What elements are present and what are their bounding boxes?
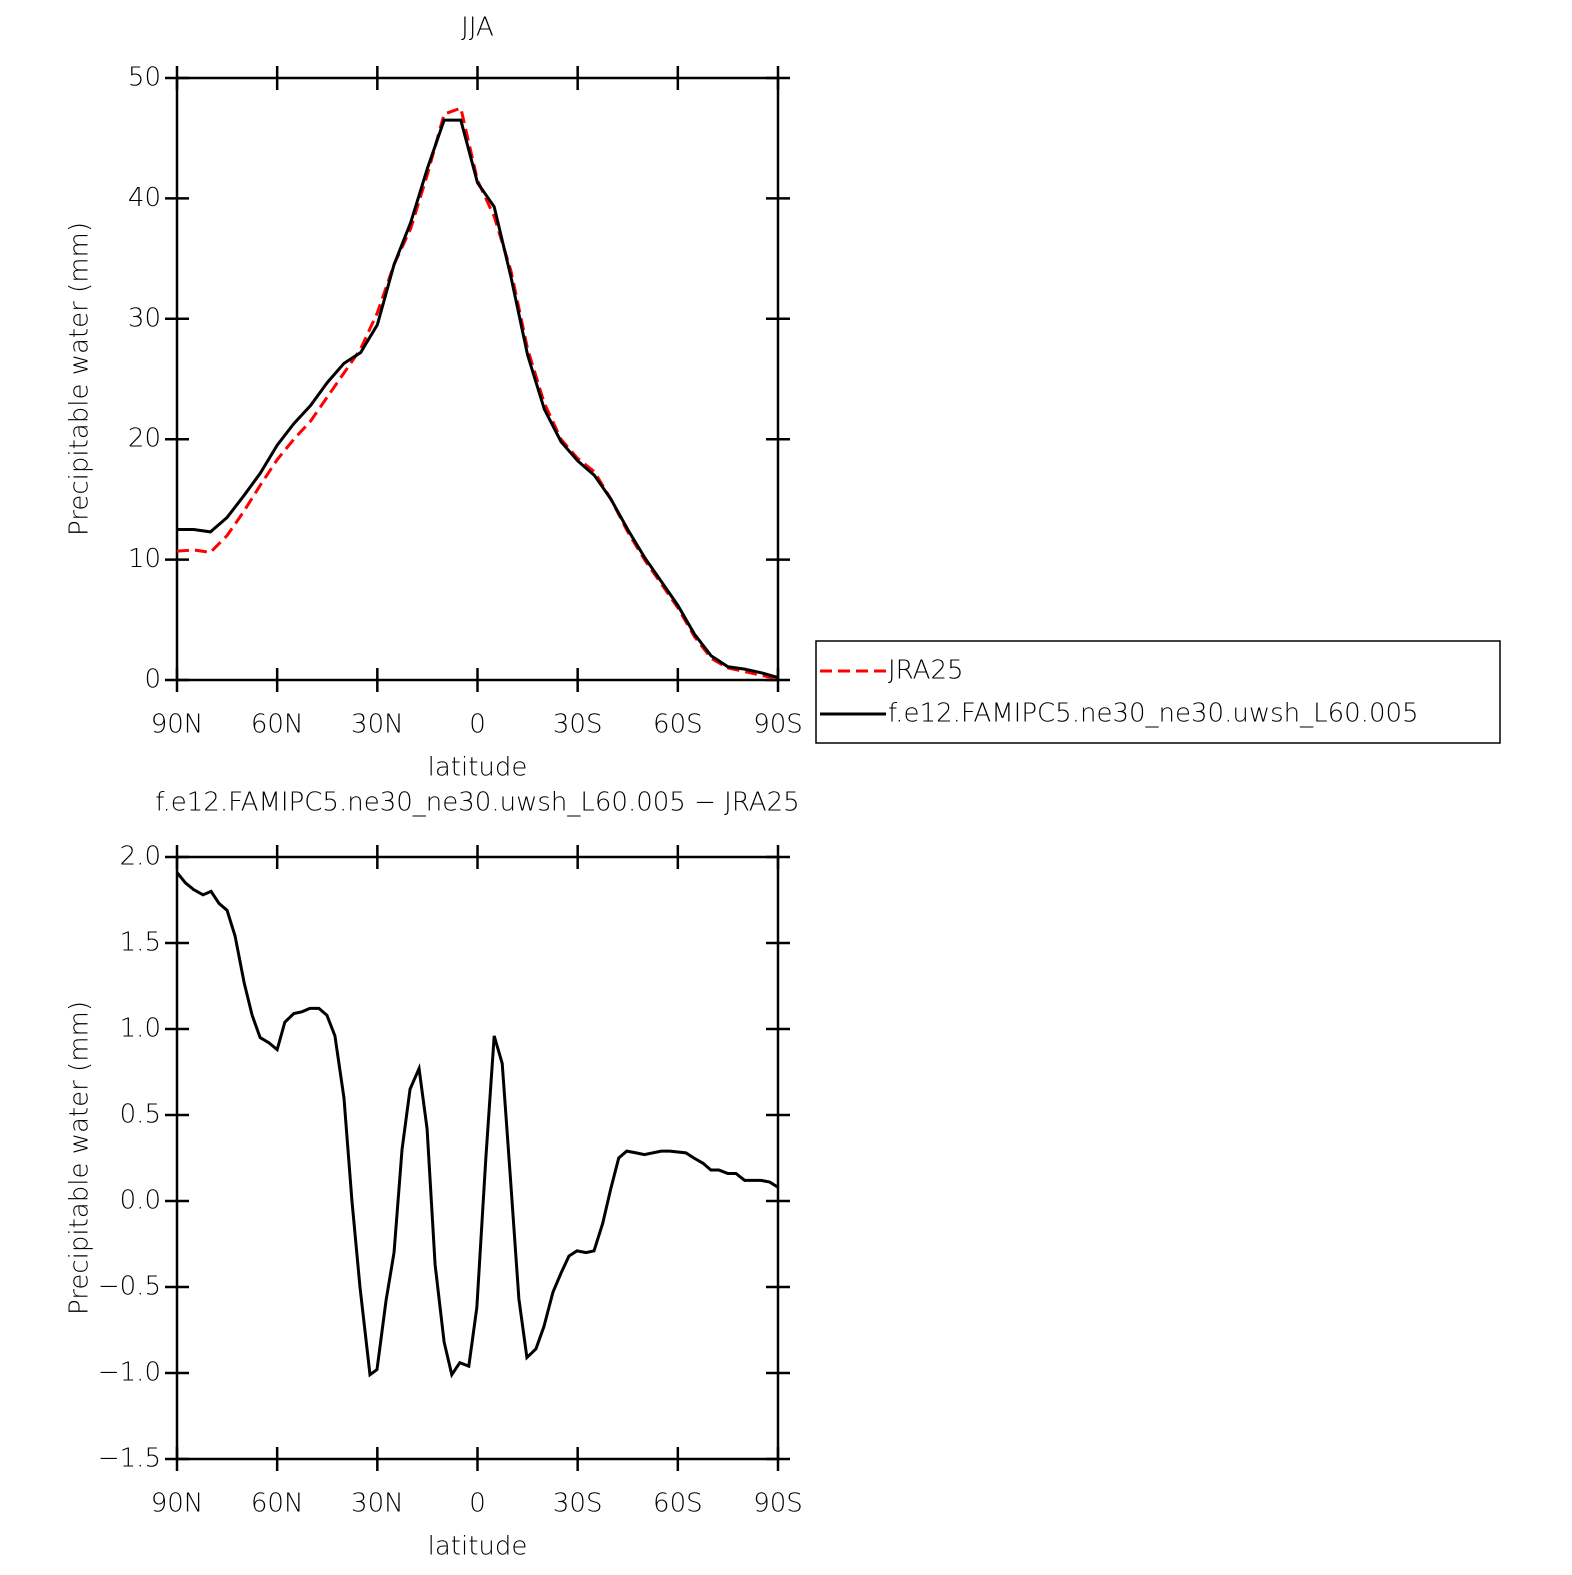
y-tick-label: −1.0 [98,1358,161,1388]
x-tick-label: 90S [753,1489,803,1519]
x-tick-label: 30S [553,710,603,740]
x-tick-label: 60S [653,1489,703,1519]
x-axis-label: latitude [428,753,528,783]
y-tick-label: 0 [144,665,161,695]
y-tick-label: 2.0 [120,842,161,872]
x-tick-label: 30N [351,710,404,740]
data-line [176,106,779,681]
y-tick-label: 1.0 [120,1014,161,1044]
y-tick-label: 20 [128,424,161,454]
y-tick-label: −1.5 [98,1444,161,1474]
x-tick-label: 60N [251,1489,304,1519]
x-tick-label: 90N [151,1489,204,1519]
legend-label: JRA25 [888,656,964,686]
data-line [175,871,779,1379]
legend-box [815,640,1501,744]
x-tick-label: 0 [469,1489,486,1519]
y-axis-label: Precipitable water (mm) [65,222,95,536]
y-tick-label: 40 [128,183,161,213]
y-tick-label: 0.5 [120,1100,161,1130]
y-tick-label: 1.5 [120,928,161,958]
y-tick-label: 10 [128,544,161,574]
x-tick-label: 60N [251,710,304,740]
x-tick-label: 90N [151,710,204,740]
x-tick-label: 60S [653,710,703,740]
x-tick-label: 0 [469,710,486,740]
x-tick-label: 30S [553,1489,603,1519]
data-line [177,118,779,680]
y-tick-label: 50 [128,63,161,93]
plot-frame [175,855,780,1461]
y-tick-label: 30 [128,303,161,333]
y-tick-label: 0.0 [120,1186,161,1216]
x-tick-label: 90S [753,710,803,740]
chart-title: JJA [461,13,494,43]
y-tick-label: −0.5 [98,1272,161,1302]
y-axis-label: Precipitable water (mm) [65,1001,95,1315]
plot-frame [175,76,780,682]
x-axis-label: latitude [428,1532,528,1562]
legend-label: f.e12.FAMIPC5.ne30_ne30.uwsh_L60.005 [888,699,1419,729]
chart-title: f.e12.FAMIPC5.ne30_ne30.uwsh_L60.005 − J… [155,788,799,818]
legend: JRA25 f.e12.FAMIPC5.ne30_ne30.uwsh_L60.00… [815,640,1501,744]
x-tick-label: 30N [351,1489,404,1519]
